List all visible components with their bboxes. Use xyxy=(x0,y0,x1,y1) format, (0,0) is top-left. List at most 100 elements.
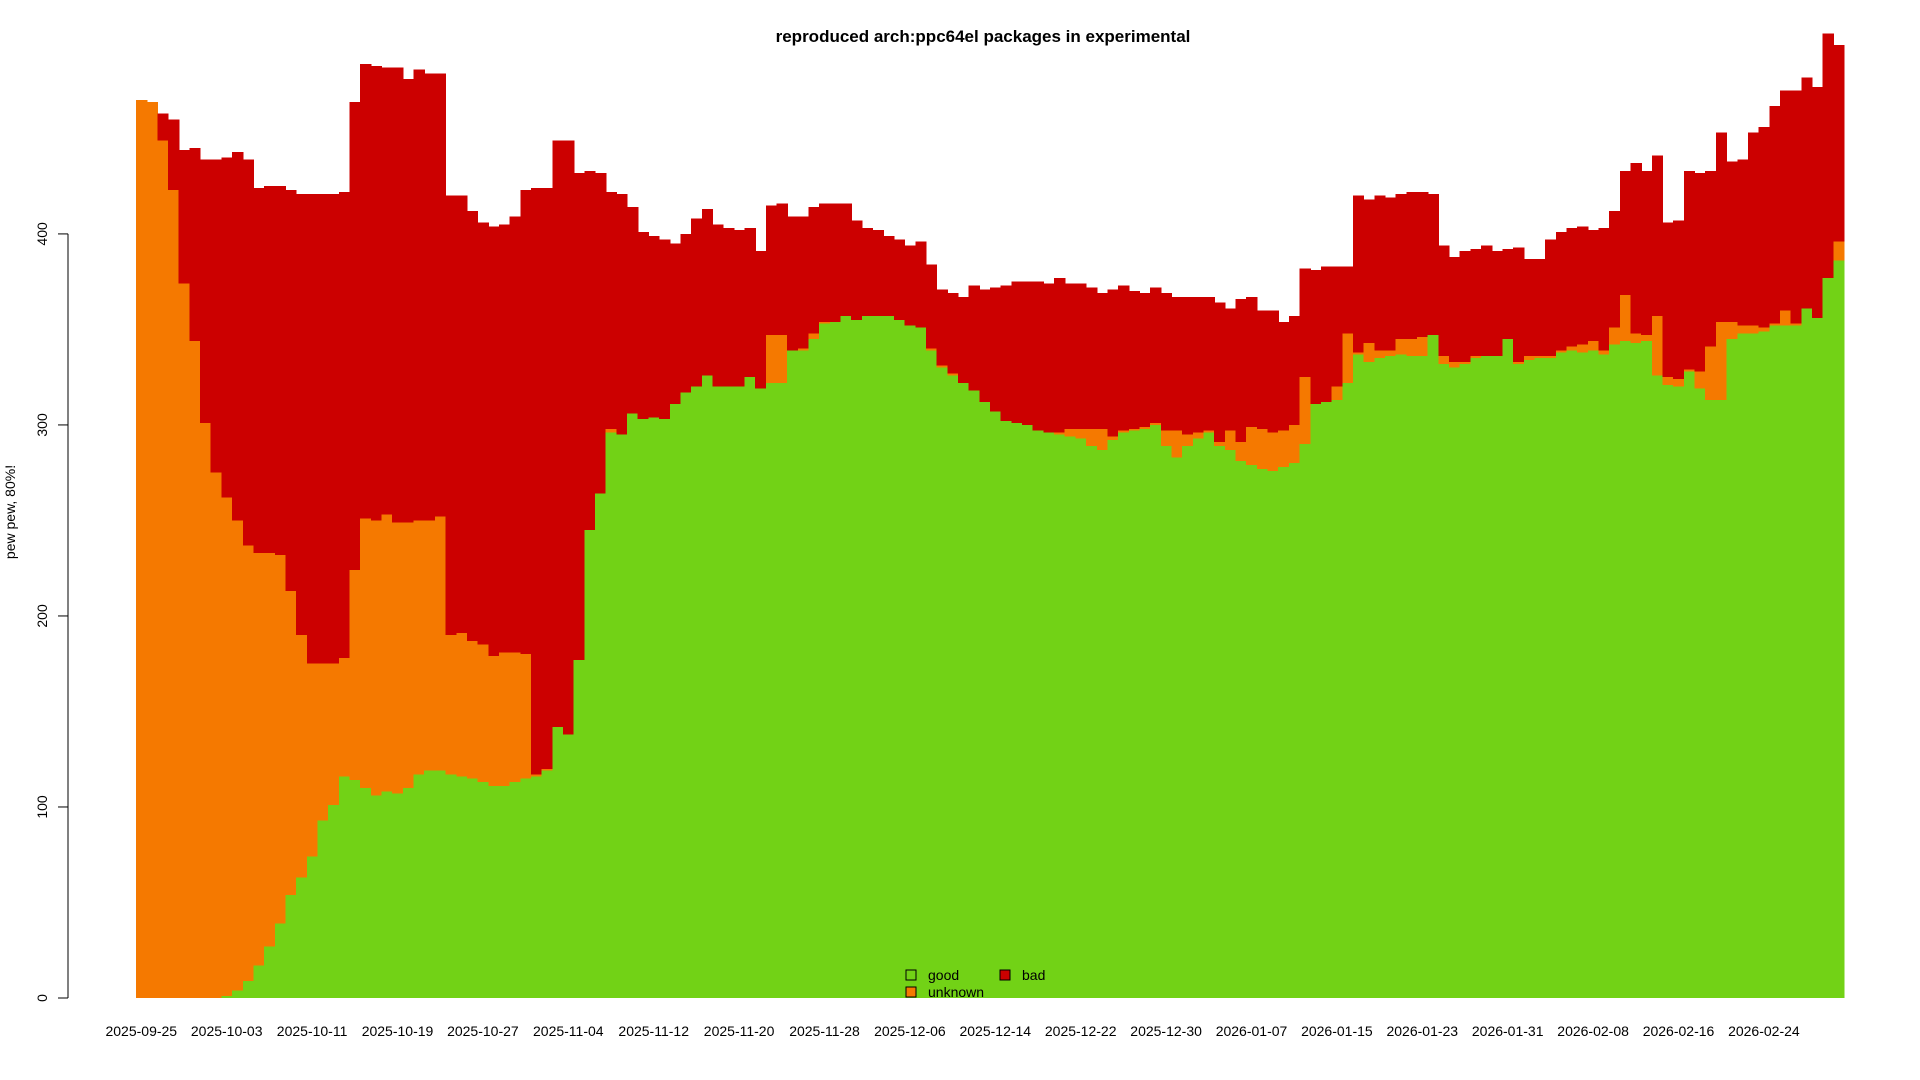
bar-bad xyxy=(1587,230,1600,341)
bar-unknown xyxy=(1609,327,1621,345)
bar-bad xyxy=(1128,291,1141,429)
bar-bad xyxy=(1683,170,1696,370)
bar-good xyxy=(1651,375,1664,998)
bar-unknown xyxy=(1214,442,1226,446)
bar-bad xyxy=(1278,321,1290,431)
bar-bad xyxy=(936,289,948,366)
bar-good xyxy=(392,793,404,998)
bar-unknown xyxy=(509,652,521,783)
bar-good xyxy=(1000,421,1012,998)
legend-swatch-good xyxy=(905,969,917,981)
bar-bad xyxy=(797,216,810,349)
bar-bad xyxy=(968,285,980,391)
bar-good xyxy=(861,316,874,998)
bar-bad xyxy=(232,151,244,521)
bar-good xyxy=(1235,461,1247,999)
bar-good xyxy=(338,776,351,998)
bar-bad xyxy=(723,228,735,387)
bar-unknown xyxy=(1267,432,1279,471)
bar-good xyxy=(1790,325,1802,998)
bar-unknown xyxy=(1459,361,1471,364)
x-tick-label: 2025-12-22 xyxy=(1045,1023,1117,1039)
bar-unknown xyxy=(456,633,468,777)
bar-good xyxy=(381,791,393,998)
bar-unknown xyxy=(1299,377,1311,445)
bar-good xyxy=(563,734,575,998)
bar-good xyxy=(296,877,308,998)
bar-bad xyxy=(552,140,564,727)
bar-bad xyxy=(413,69,425,521)
bar-good xyxy=(1641,340,1653,998)
bar-good xyxy=(819,323,831,998)
bar-good xyxy=(1160,445,1173,998)
bar-bad xyxy=(1118,285,1130,431)
bar-bad xyxy=(1054,277,1066,433)
bar-unknown xyxy=(392,522,404,794)
bar-good xyxy=(509,782,521,998)
bar-good xyxy=(1801,308,1813,998)
bar-bad xyxy=(1769,105,1781,324)
bar-unknown xyxy=(541,768,553,771)
x-tick-label: 2026-01-23 xyxy=(1386,1023,1458,1039)
bar-unknown xyxy=(285,591,297,895)
bar-unknown xyxy=(146,102,158,999)
bar-unknown xyxy=(1737,325,1749,334)
bar-good xyxy=(306,856,319,998)
bar-bad xyxy=(648,235,660,418)
bar-good xyxy=(552,726,564,998)
bar-good xyxy=(925,350,938,998)
bar-good xyxy=(595,493,607,998)
bar-good xyxy=(1502,338,1514,999)
bar-good xyxy=(1032,430,1044,998)
y-tick-label: 100 xyxy=(34,795,50,819)
bar-bad xyxy=(1790,90,1802,324)
bar-unknown xyxy=(1651,316,1664,376)
bar-good xyxy=(1449,367,1461,998)
bar-bad xyxy=(392,67,404,523)
bar-good xyxy=(1384,356,1397,998)
bar-good xyxy=(1064,436,1076,998)
bar-good xyxy=(627,413,639,999)
bar-good xyxy=(1619,340,1632,998)
bar-good xyxy=(979,402,991,998)
bar-good xyxy=(669,403,682,998)
bar-bad xyxy=(1256,310,1269,429)
bar-good xyxy=(883,316,895,998)
bar-good xyxy=(904,325,916,998)
bar-unknown xyxy=(1726,321,1738,339)
bar-unknown xyxy=(1150,423,1162,425)
bar-unknown xyxy=(1374,350,1386,359)
bar-unknown xyxy=(1555,350,1568,353)
bar-bad xyxy=(157,113,169,141)
x-tick-label: 2026-02-16 xyxy=(1643,1023,1715,1039)
bar-bad xyxy=(1673,220,1685,380)
bar-bad xyxy=(306,193,319,664)
bar-bad xyxy=(1577,226,1589,345)
bar-good xyxy=(1011,423,1023,998)
bar-unknown xyxy=(1833,241,1845,261)
bar-bad xyxy=(947,293,959,374)
bar-good xyxy=(1171,457,1183,998)
bar-bad xyxy=(1299,268,1311,378)
y-tick-label: 0 xyxy=(34,994,50,1002)
bar-bad xyxy=(221,157,233,498)
bar-unknown xyxy=(1769,323,1781,326)
bar-good xyxy=(1150,424,1162,998)
bar-unknown xyxy=(1790,323,1802,326)
bar-bad xyxy=(680,233,692,393)
bar-good xyxy=(1075,438,1087,998)
bar-bad xyxy=(1395,193,1407,339)
bar-good xyxy=(1299,444,1311,998)
bar-bad xyxy=(861,228,874,317)
bar-good xyxy=(1470,358,1482,999)
bar-good xyxy=(445,774,457,998)
bar-good xyxy=(1267,470,1279,998)
bar-unknown xyxy=(1662,377,1674,385)
bar-good xyxy=(1459,363,1471,998)
bar-bad xyxy=(1171,296,1183,431)
x-axis: 2025-09-25 2025-10-03 2025-10-11 2025-10-19… xyxy=(105,1023,1799,1039)
bar-bad xyxy=(1651,155,1664,317)
bar-good xyxy=(1086,445,1098,998)
bar-bad xyxy=(808,207,820,334)
